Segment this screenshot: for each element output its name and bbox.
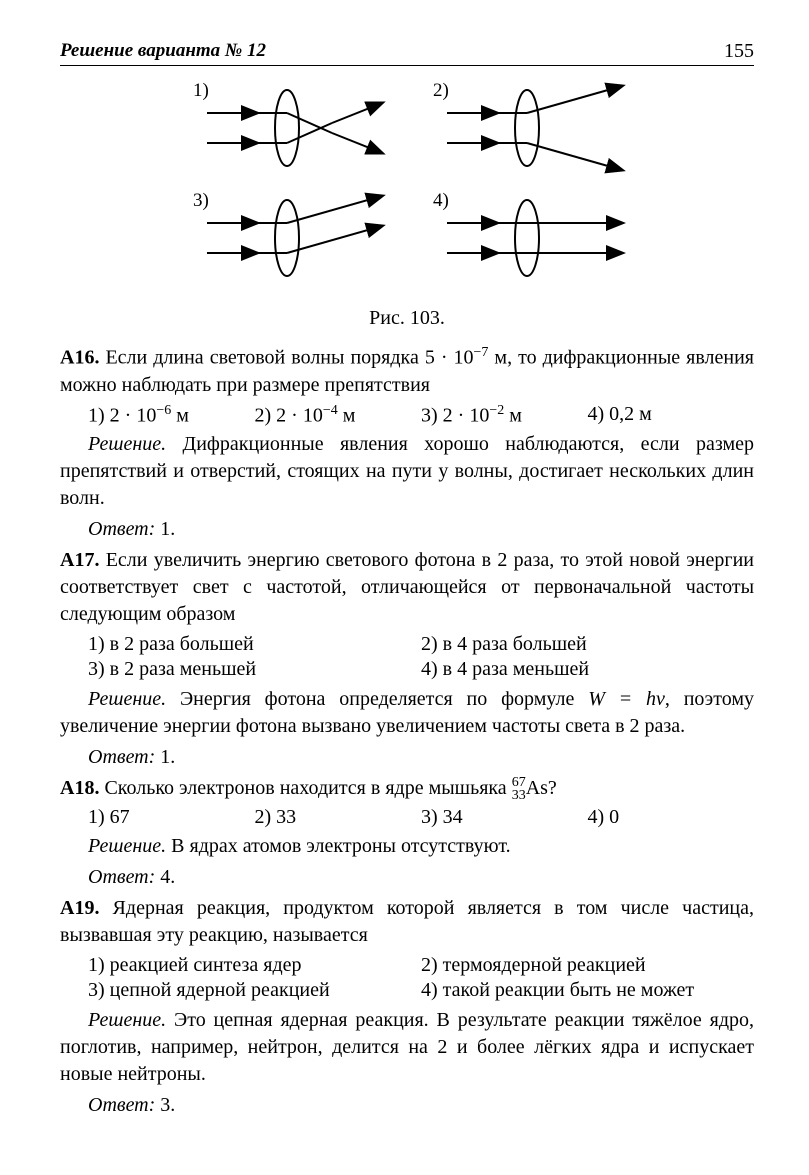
a16-answer: Ответ: 1.	[60, 516, 754, 543]
a16-title: А16.	[60, 347, 99, 369]
page-header: Решение варианта № 12 155	[60, 40, 754, 66]
a16-question: А16. Если длина световой волны порядка 5…	[60, 344, 754, 399]
a19-opt4: 4) такой реакции быть не может	[421, 978, 754, 1003]
a18-answer: Ответ: 4.	[60, 864, 754, 891]
a18-opt1: 1) 67	[88, 806, 255, 829]
a16-opt3: 3) 2 · 10−2 м	[421, 403, 588, 428]
a19-opt3: 3) цепной ядерной реакцией	[88, 978, 421, 1003]
figure-caption: Рис. 103.	[60, 307, 754, 330]
a18-opt3: 3) 34	[421, 806, 588, 829]
a18-options: 1) 67 2) 33 3) 34 4) 0	[60, 806, 754, 829]
a19-opt1: 1) реакцией синтеза ядер	[88, 953, 421, 978]
a18-solution: Решение. В ядрах атомов электроны отсутс…	[60, 833, 754, 860]
a17-opt1: 1) в 2 раза большей	[88, 632, 421, 657]
a17-opt3: 3) в 2 раза меньшей	[88, 657, 421, 682]
diag4-label: 4)	[433, 190, 449, 211]
isotope-notation: 6733	[512, 777, 526, 802]
a16-opt2: 2) 2 · 10−4 м	[255, 403, 422, 428]
a17-options: 1) в 2 раза большей 2) в 4 раза большей …	[60, 632, 754, 682]
a19-solution: Решение. Это цепная ядерная реакция. В р…	[60, 1007, 754, 1088]
a18-opt2: 2) 33	[255, 806, 422, 829]
a19-question: А19. Ядерная реакция, продуктом которой …	[60, 895, 754, 949]
a16-solution: Решение. Дифракционные явления хорошо на…	[60, 431, 754, 512]
a17-question: А17. Если увеличить энергию светового фо…	[60, 547, 754, 628]
a16-opt4: 4) 0,2 м	[588, 403, 755, 428]
page-number: 155	[724, 40, 754, 63]
a18-title: А18.	[60, 777, 99, 799]
a16-options: 1) 2 · 10−6 м 2) 2 · 10−4 м 3) 2 · 10−2 …	[60, 403, 754, 428]
a17-opt4: 4) в 4 раза меньшей	[421, 657, 754, 682]
a17-title: А17.	[60, 549, 99, 571]
a18-opt4: 4) 0	[588, 806, 755, 829]
a19-answer: Ответ: 3.	[60, 1092, 754, 1119]
a19-opt2: 2) термоядерной реакцией	[421, 953, 754, 978]
diag2-label: 2)	[433, 80, 449, 101]
a19-options: 1) реакцией синтеза ядер 2) термоядерной…	[60, 953, 754, 1003]
a17-solution: Решение. Энергия фотона определяется по …	[60, 686, 754, 740]
a19-title: А19.	[60, 897, 99, 919]
header-title: Решение варианта № 12	[60, 40, 266, 63]
figure-103: 1) 2)	[60, 78, 754, 303]
diag1-label: 1)	[193, 80, 209, 101]
a16-opt1: 1) 2 · 10−6 м	[88, 403, 255, 428]
a17-opt2: 2) в 4 раза большей	[421, 632, 754, 657]
a17-answer: Ответ: 1.	[60, 744, 754, 771]
diag3-label: 3)	[193, 190, 209, 211]
a18-question: А18. Сколько электронов находится в ядре…	[60, 775, 754, 802]
lens-diagrams: 1) 2)	[157, 78, 657, 298]
page-content: Решение варианта № 12 155 1)	[0, 0, 809, 1173]
